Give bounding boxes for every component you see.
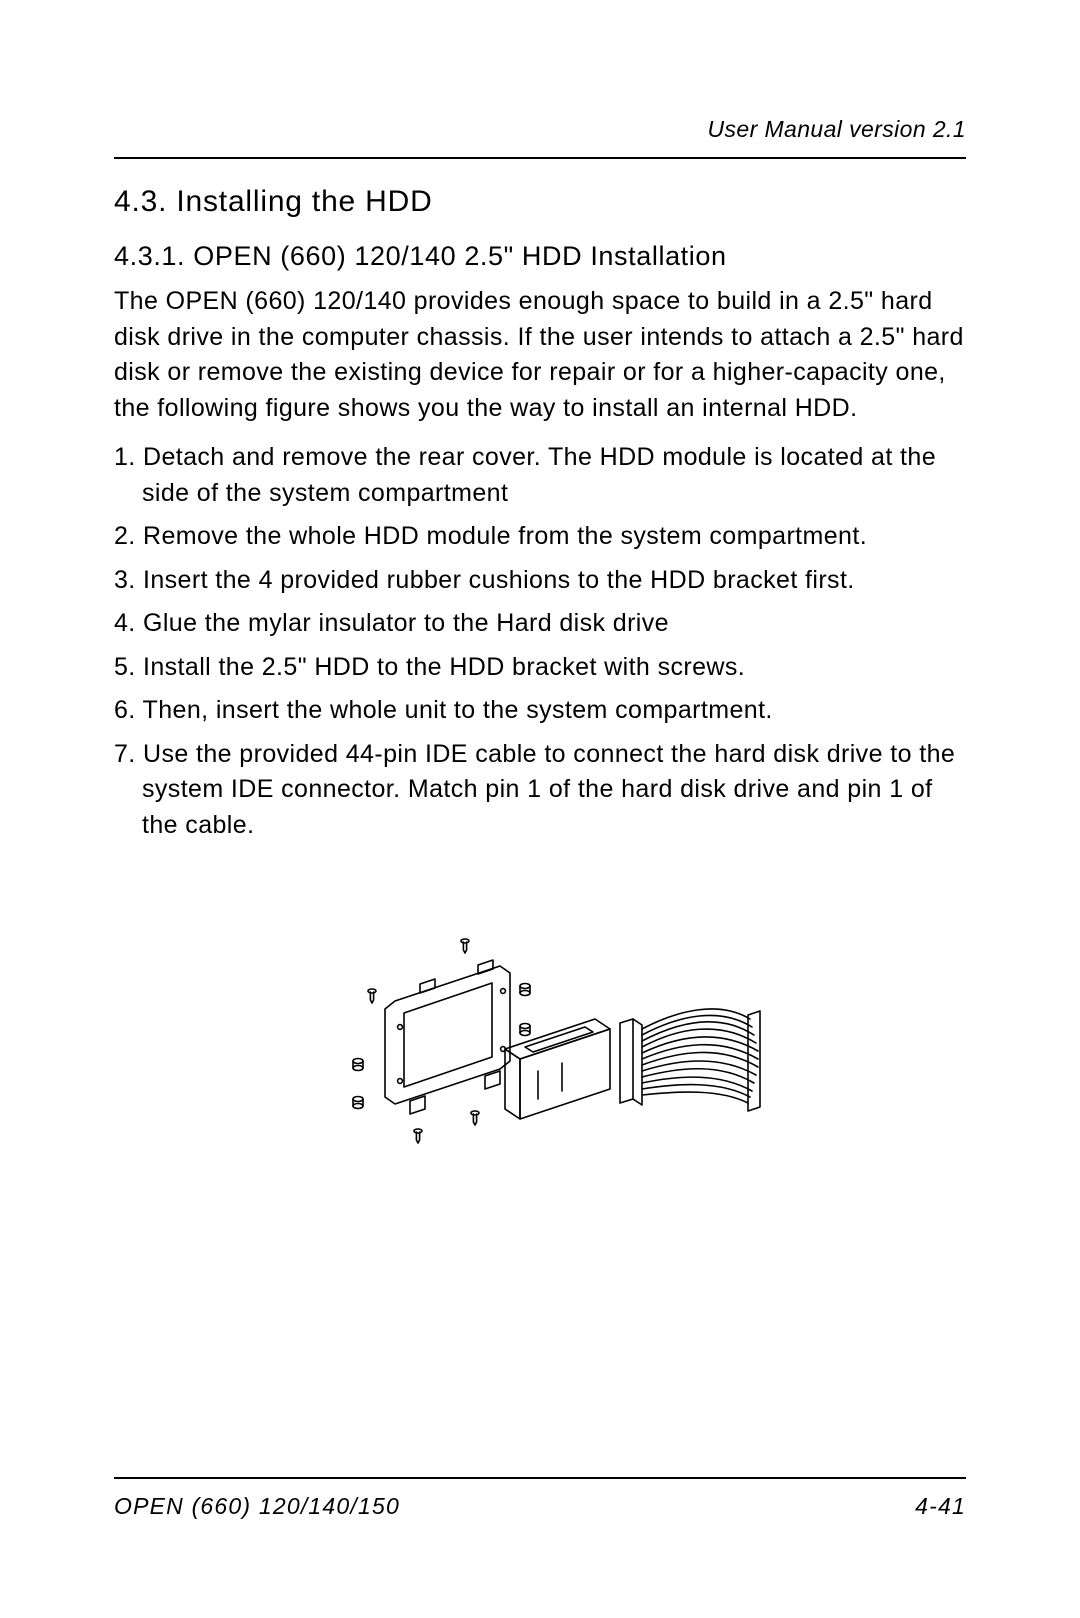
- list-item: 5. Install the 2.5" HDD to the HDD brack…: [114, 650, 966, 686]
- list-item: 6. Then, insert the whole unit to the sy…: [114, 693, 966, 729]
- list-item: 4. Glue the mylar insulator to the Hard …: [114, 606, 966, 642]
- footer-left: OPEN (660) 120/140/150: [114, 1493, 400, 1520]
- bracket-icon: [385, 960, 510, 1114]
- list-item: 7. Use the provided 44-pin IDE cable to …: [114, 737, 966, 844]
- footer-rule: [114, 1477, 966, 1479]
- header-rule: [114, 157, 966, 159]
- list-item: 3. Insert the 4 provided rubber cushions…: [114, 563, 966, 599]
- figure: [114, 931, 966, 1186]
- steps-list: 1. Detach and remove the rear cover. The…: [114, 440, 966, 843]
- list-item: 1. Detach and remove the rear cover. The…: [114, 440, 966, 511]
- ide-cable-icon: [620, 1009, 760, 1111]
- section-number: 4.3.: [114, 185, 167, 218]
- running-header: User Manual version 2.1: [114, 116, 966, 143]
- hdd-assembly-diagram-icon: [300, 931, 780, 1181]
- list-item: 2. Remove the whole HDD module from the …: [114, 519, 966, 555]
- section-heading: 4.3. Installing the HDD: [114, 185, 966, 219]
- subsection-title: OPEN (660) 120/140 2.5" HDD Installation: [193, 241, 726, 271]
- subsection-heading: 4.3.1. OPEN (660) 120/140 2.5" HDD Insta…: [114, 241, 966, 272]
- section-title: Installing the HDD: [176, 185, 432, 218]
- subsection-number: 4.3.1.: [114, 241, 185, 271]
- footer-page-number: 4-41: [915, 1493, 966, 1520]
- intro-paragraph: The OPEN (660) 120/140 provides enough s…: [114, 284, 966, 426]
